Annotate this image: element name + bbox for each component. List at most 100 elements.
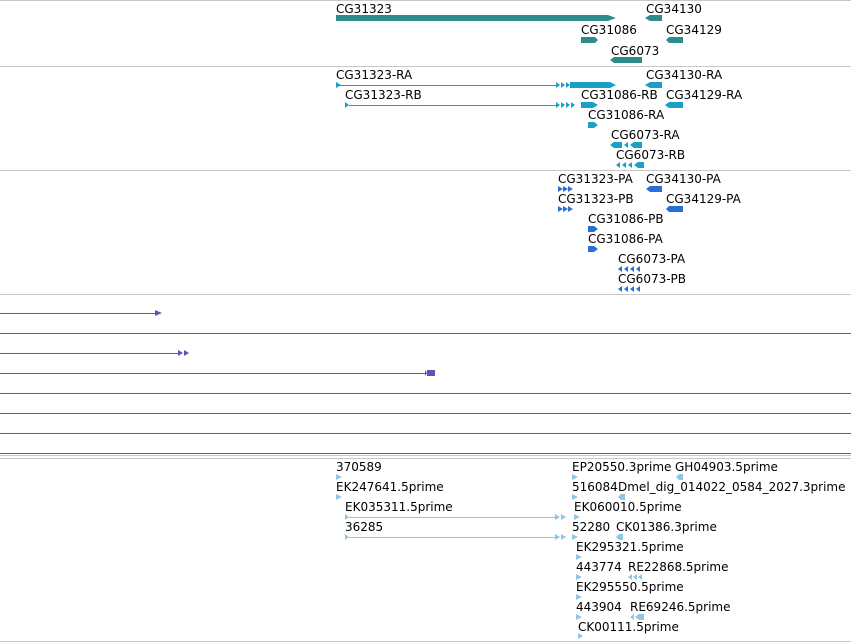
track-separator — [0, 455, 851, 456]
evidence-label[interactable]: EK295550.5prime — [576, 580, 684, 594]
transcript-exon[interactable] — [570, 82, 610, 88]
arrows-left-icon — [628, 574, 642, 580]
alignment-line[interactable] — [0, 373, 426, 374]
protein-label[interactable]: CG31086-PB — [588, 212, 664, 226]
gene-label[interactable]: CG31086 — [581, 23, 637, 37]
protein-label[interactable]: CG31323-PB — [558, 192, 634, 206]
transcript-intron — [349, 105, 556, 106]
protein-label[interactable]: CG31086-PA — [588, 232, 663, 246]
track-separator — [0, 0, 851, 1]
protein-label[interactable]: CG6073-PB — [618, 272, 687, 286]
track-separator — [0, 294, 851, 295]
protein-feature[interactable] — [669, 206, 683, 212]
gene-feature[interactable] — [614, 57, 642, 63]
arrows-right-icon — [178, 350, 189, 356]
arrow-left-icon — [645, 82, 650, 88]
evidence-intron — [349, 517, 555, 518]
gene-label[interactable]: CG34130 — [646, 2, 702, 16]
gene-label[interactable]: CG31323 — [336, 2, 392, 16]
protein-label[interactable]: CG34130-PA — [646, 172, 721, 186]
arrow-right-icon — [595, 37, 598, 43]
alignment-line[interactable] — [0, 453, 851, 454]
gene-feature[interactable] — [581, 37, 595, 43]
transcript-exon[interactable] — [650, 82, 662, 88]
transcript-exon[interactable] — [581, 102, 593, 108]
alignment-line[interactable] — [0, 433, 851, 434]
arrows-right-icon — [556, 102, 575, 108]
arrows-left-icon — [618, 286, 640, 292]
alignment-line[interactable] — [0, 313, 156, 314]
alignment-line[interactable] — [0, 333, 851, 334]
transcript-label[interactable]: CG31086-RB — [581, 88, 658, 102]
arrow-right-icon — [336, 82, 341, 88]
track-separator — [0, 458, 851, 459]
gene-feature[interactable] — [650, 15, 662, 21]
transcript-exon[interactable] — [588, 122, 594, 128]
arrow-right-icon — [576, 554, 582, 560]
arrows-left-icon — [610, 142, 642, 148]
transcript-label[interactable]: CG6073-RA — [611, 128, 680, 142]
arrow-right-icon — [345, 514, 349, 520]
evidence-label[interactable]: RE69246.5prime — [630, 600, 731, 614]
arrow-right-icon — [574, 514, 580, 520]
gene-label[interactable]: CG34129 — [666, 23, 722, 37]
protein-feature[interactable] — [650, 186, 662, 192]
arrow-right-icon — [594, 226, 598, 232]
arrow-left-icon — [610, 57, 614, 63]
arrow-left-icon — [676, 474, 683, 480]
evidence-label[interactable]: 52280 — [572, 520, 611, 534]
arrow-right-icon — [572, 474, 578, 480]
evidence-label[interactable]: 370589 — [336, 460, 382, 474]
gene-feature[interactable] — [336, 15, 608, 21]
transcript-label[interactable]: CG34129-RA — [666, 88, 743, 102]
arrow-right-icon — [576, 594, 582, 600]
evidence-label[interactable]: 443774 — [576, 560, 622, 574]
arrows-right-icon — [558, 206, 573, 212]
arrow-right-icon — [576, 614, 582, 620]
transcript-label[interactable]: CG34130-RA — [646, 68, 723, 82]
transcript-label[interactable]: CG31323-RA — [336, 68, 413, 82]
arrow-right-icon — [576, 574, 582, 580]
transcript-exon[interactable] — [669, 102, 683, 108]
alignment-line[interactable] — [0, 353, 178, 354]
evidence-label[interactable]: 36285 — [345, 520, 384, 534]
arrow-right-icon — [594, 246, 598, 252]
protein-feature[interactable] — [588, 246, 594, 252]
evidence-intron — [349, 537, 555, 538]
alignment-line[interactable] — [0, 393, 851, 394]
evidence-label[interactable]: 516084 — [572, 480, 618, 494]
gene-feature[interactable] — [669, 37, 683, 43]
arrows-left-icon — [616, 162, 644, 168]
transcript-label[interactable]: CG6073-RB — [616, 148, 686, 162]
gene-label[interactable]: CG6073 — [611, 44, 660, 58]
evidence-label[interactable]: CK01386.3prime — [616, 520, 717, 534]
arrow-right-icon — [572, 494, 578, 500]
arrow-right-icon — [336, 474, 342, 480]
protein-label[interactable]: CG34129-PA — [666, 192, 741, 206]
arrow-right-icon — [594, 122, 598, 128]
protein-feature[interactable] — [588, 226, 594, 232]
arrow-left-icon — [666, 206, 669, 212]
alignment-line[interactable] — [0, 413, 851, 414]
arrow-left-icon — [618, 494, 625, 500]
arrow-right-icon — [336, 494, 342, 500]
protein-label[interactable]: CG31323-PA — [558, 172, 633, 186]
arrow-left-icon — [666, 37, 669, 43]
evidence-label[interactable]: EK247641.5prime — [336, 480, 444, 494]
evidence-label[interactable]: EK035311.5prime — [345, 500, 453, 514]
transcript-label[interactable]: CG31086-RA — [588, 108, 665, 122]
evidence-label[interactable]: EK295321.5prime — [576, 540, 684, 554]
evidence-label[interactable]: 443904 — [576, 600, 622, 614]
arrow-right-icon — [155, 310, 162, 316]
protein-label[interactable]: CG6073-PA — [618, 252, 686, 266]
arrows-right-icon — [556, 82, 570, 88]
evidence-label[interactable]: RE22868.5prime — [628, 560, 729, 574]
arrow-left-icon — [665, 102, 669, 108]
transcript-label[interactable]: CG31323-RB — [345, 88, 422, 102]
evidence-label[interactable]: EK060010.5prime — [574, 500, 682, 514]
evidence-label[interactable]: GH04903.5prime — [675, 460, 778, 474]
arrow-right-icon — [578, 633, 583, 639]
evidence-label[interactable]: Dmel_dig_014022_0584_2027.3prime — [618, 480, 846, 494]
evidence-label[interactable]: CK00111.5prime — [578, 620, 679, 634]
evidence-label[interactable]: EP20550.3prime — [572, 460, 672, 474]
